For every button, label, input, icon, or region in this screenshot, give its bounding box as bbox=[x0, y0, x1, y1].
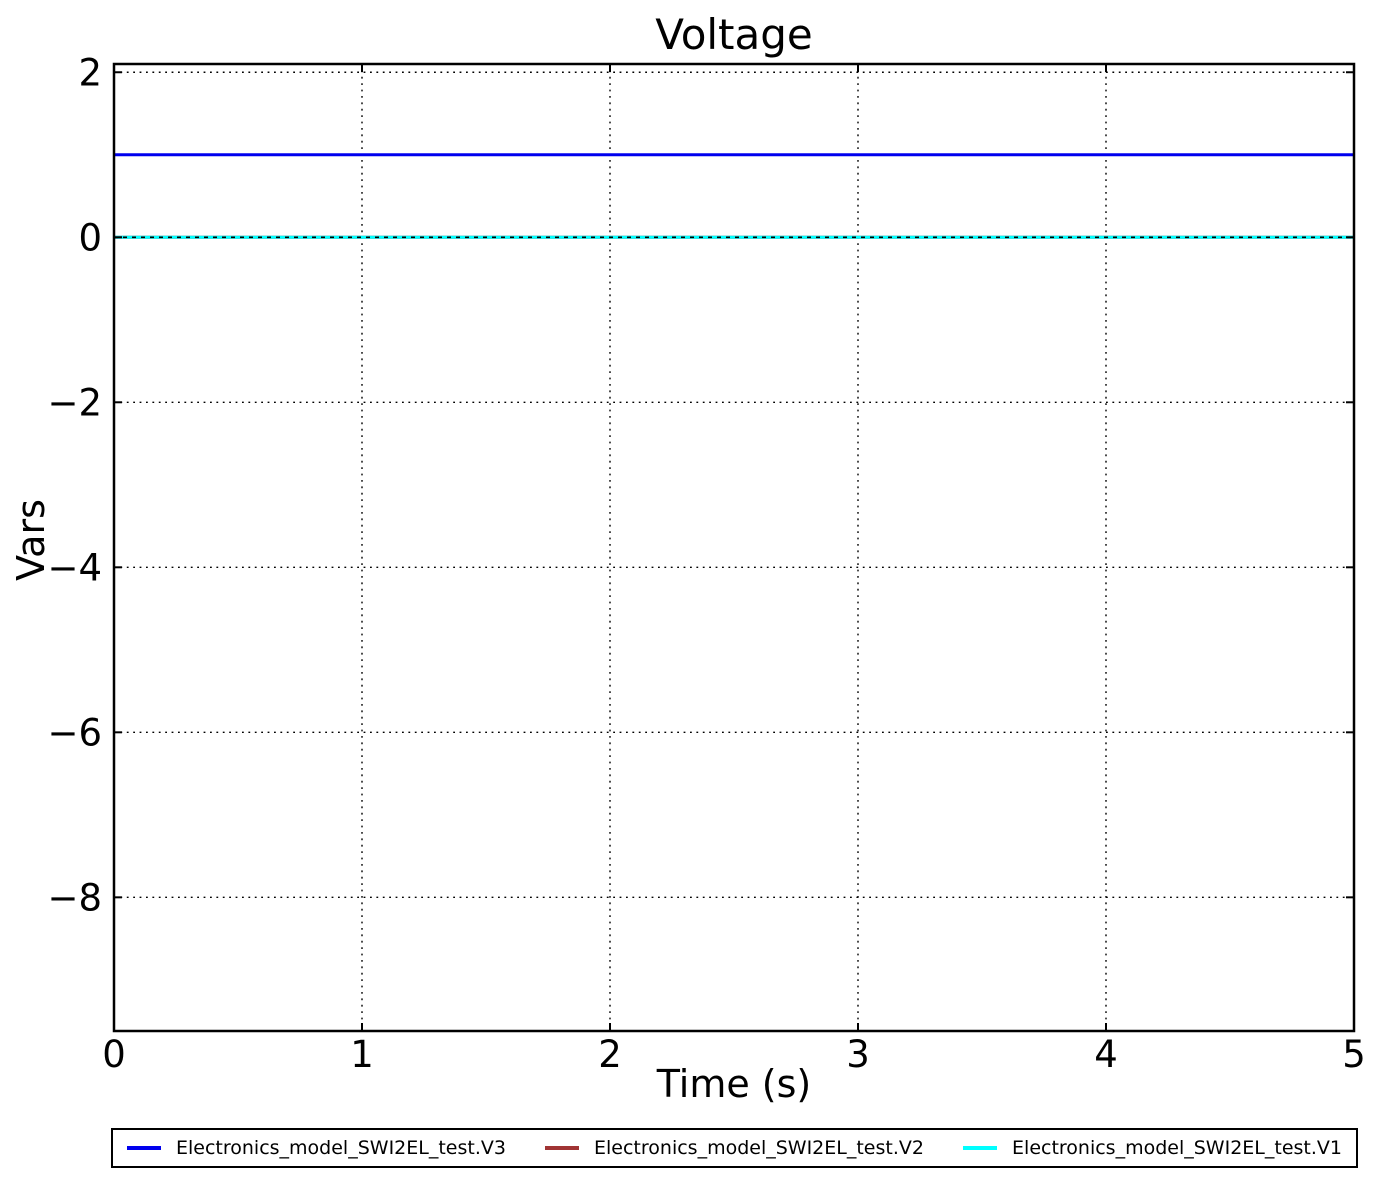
axes-frame bbox=[112, 62, 1356, 1033]
x-tick-label: 0 bbox=[102, 1033, 126, 1076]
chart-title: Voltage bbox=[655, 10, 813, 59]
y-tick-label: 0 bbox=[78, 216, 102, 259]
y-tick-label: −6 bbox=[47, 711, 102, 754]
y-tick-label: −4 bbox=[47, 546, 102, 589]
y-tick-label: −8 bbox=[47, 876, 102, 919]
legend-swatch-v2 bbox=[545, 1146, 580, 1150]
legend-label-v2: Electronics_model_SWI2EL_test.V2 bbox=[594, 1137, 924, 1159]
legend-box: Electronics_model_SWI2EL_test.V3 Electro… bbox=[111, 1128, 1358, 1168]
legend-label-v1: Electronics_model_SWI2EL_test.V1 bbox=[1012, 1137, 1342, 1159]
x-tick-label: 5 bbox=[1342, 1033, 1366, 1076]
y-axis-label: Vars bbox=[9, 499, 53, 581]
legend-item-v2: Electronics_model_SWI2EL_test.V2 bbox=[545, 1137, 924, 1159]
x-tick-label: 4 bbox=[1094, 1033, 1118, 1076]
x-axis-label: Time (s) bbox=[656, 1062, 812, 1106]
legend-label-v3: Electronics_model_SWI2EL_test.V3 bbox=[176, 1137, 506, 1159]
legend-swatch-v1 bbox=[963, 1146, 998, 1150]
x-tick-label: 1 bbox=[350, 1033, 374, 1076]
y-tick-label: −2 bbox=[47, 381, 102, 424]
legend-item-v1: Electronics_model_SWI2EL_test.V1 bbox=[963, 1137, 1342, 1159]
x-tick-label: 2 bbox=[598, 1033, 622, 1076]
legend-swatch-v3 bbox=[127, 1146, 161, 1150]
y-tick-label: 2 bbox=[78, 51, 102, 94]
legend-item-v3: Electronics_model_SWI2EL_test.V3 bbox=[127, 1137, 506, 1159]
x-tick-label: 3 bbox=[846, 1033, 870, 1076]
